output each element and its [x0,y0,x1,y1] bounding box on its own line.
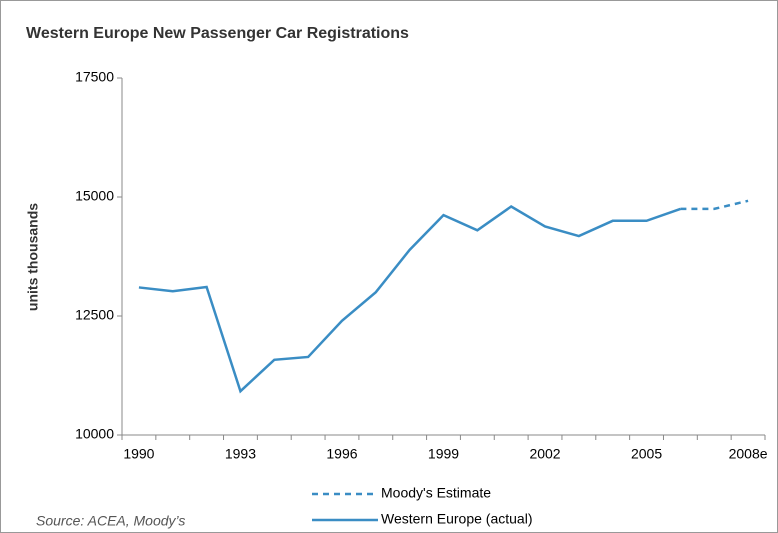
x-tick-label: 1999 [428,446,459,462]
legend-label: Moody's Estimate [381,485,491,501]
x-tick-label: 2002 [529,446,560,462]
x-tick-label: 2008e [729,446,768,462]
y-tick-label: 17500 [75,69,114,85]
y-tick-label: 15000 [75,188,114,204]
y-axis-label: units thousands [25,203,41,311]
chart-title: Western Europe New Passenger Car Registr… [26,25,409,42]
legend-label: Western Europe (actual) [381,511,532,527]
x-tick-label: 1990 [123,446,154,462]
source-note: Source: ACEA, Moody’s [36,513,185,529]
x-tick-label: 1993 [225,446,256,462]
data-line [680,199,749,211]
x-tick-label: 1996 [326,446,357,462]
y-tick-label: 12500 [75,307,114,323]
data-line [138,205,681,394]
y-tick-label: 10000 [75,426,114,442]
x-tick-label: 2005 [631,446,662,462]
